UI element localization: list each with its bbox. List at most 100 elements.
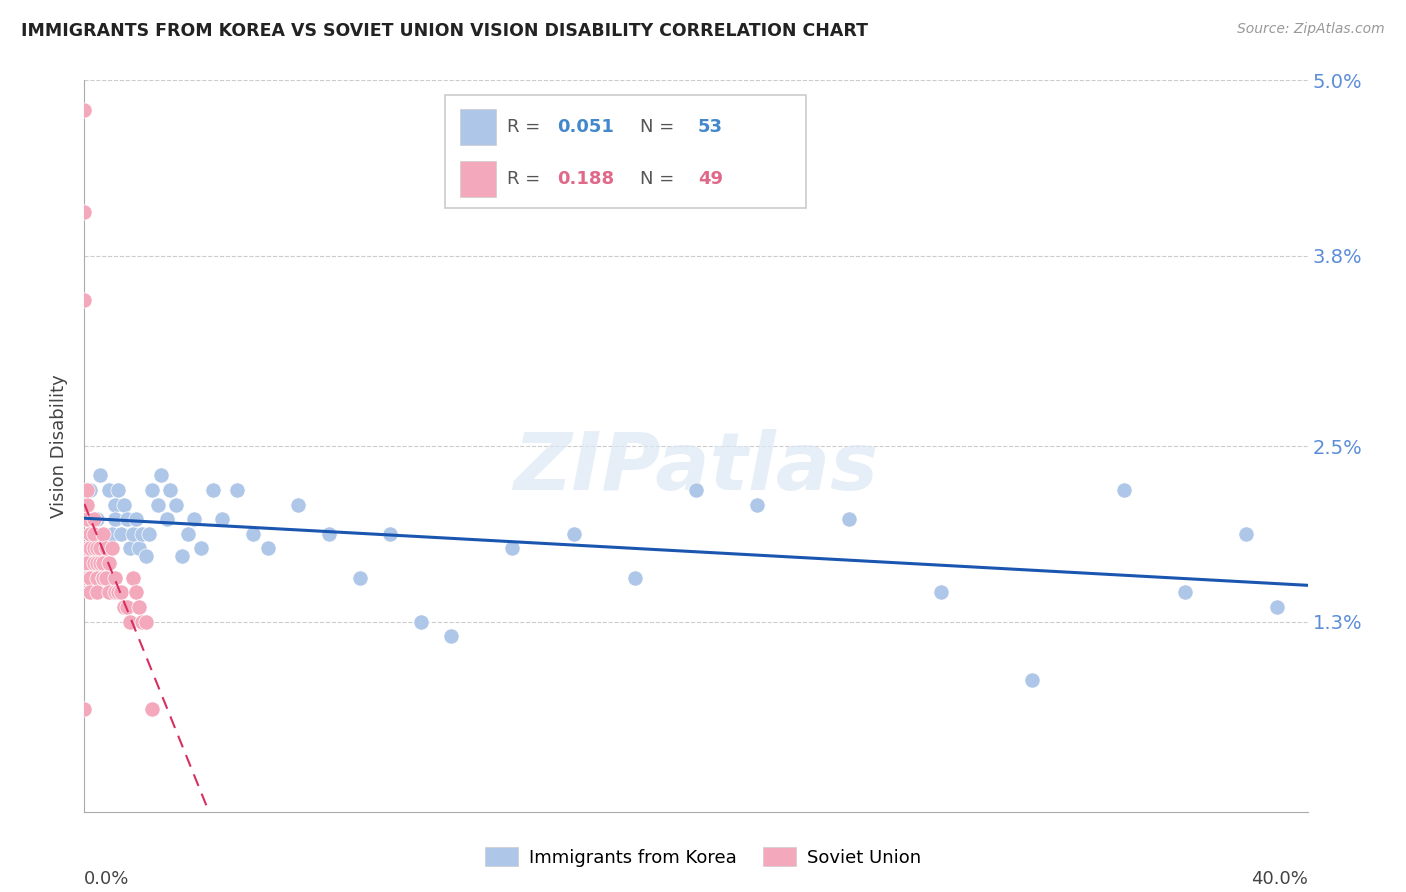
Point [211, 512, 233, 526]
Point [115, 599, 138, 614]
Point [112, 599, 135, 614]
Point [115, 512, 138, 526]
Point [156, 512, 179, 526]
Point [86, 556, 108, 570]
Point [94, 541, 117, 556]
Point [91, 571, 114, 585]
Point [138, 526, 160, 541]
Point [76, 556, 98, 570]
Point [1265, 599, 1288, 614]
Point [135, 615, 157, 629]
Point [104, 498, 127, 512]
Point [76, 512, 98, 526]
Text: IMMIGRANTS FROM KOREA VS SOVIET UNION VISION DISABILITY CORRELATION CHART: IMMIGRANTS FROM KOREA VS SOVIET UNION VI… [21, 22, 868, 40]
Point [929, 585, 952, 599]
Point [409, 615, 432, 629]
Text: 40.0%: 40.0% [1251, 871, 1308, 888]
Text: Source: ZipAtlas.com: Source: ZipAtlas.com [1237, 22, 1385, 37]
Point [122, 526, 145, 541]
Point [159, 483, 181, 497]
Point [101, 541, 124, 556]
Point [440, 629, 463, 643]
Point [83, 512, 105, 526]
Point [79, 571, 101, 585]
Point [79, 571, 101, 585]
Point [76, 571, 98, 585]
Point [86, 571, 108, 585]
Point [838, 512, 860, 526]
Text: 0.0%: 0.0% [84, 871, 129, 888]
Point [97, 483, 120, 497]
Point [141, 483, 163, 497]
Text: ZIPatlas: ZIPatlas [513, 429, 879, 507]
Point [76, 498, 98, 512]
Point [318, 526, 340, 541]
Point [83, 526, 105, 541]
Point [257, 541, 280, 556]
Point [128, 599, 150, 614]
Point [91, 526, 114, 541]
Point [112, 498, 135, 512]
Point [1236, 526, 1258, 541]
Point [79, 526, 101, 541]
Legend: Immigrants from Korea, Soviet Union: Immigrants from Korea, Soviet Union [478, 840, 928, 874]
Point [110, 526, 132, 541]
Point [76, 541, 98, 556]
Point [747, 498, 769, 512]
Point [101, 526, 124, 541]
Point [107, 483, 129, 497]
Point [1114, 483, 1136, 497]
Point [107, 585, 129, 599]
Point [79, 585, 101, 599]
Point [83, 541, 105, 556]
Point [73, 103, 96, 117]
Point [73, 293, 96, 307]
Point [97, 556, 120, 570]
Point [120, 541, 142, 556]
Point [79, 541, 101, 556]
Point [201, 483, 224, 497]
Point [86, 512, 108, 526]
Point [104, 512, 127, 526]
Point [125, 512, 148, 526]
Point [97, 585, 120, 599]
Point [73, 702, 96, 716]
Point [177, 526, 200, 541]
Point [91, 526, 114, 541]
Point [149, 468, 172, 483]
Point [73, 205, 96, 219]
Point [141, 702, 163, 716]
Point [135, 549, 157, 563]
Point [131, 615, 153, 629]
Point [131, 526, 153, 541]
Point [104, 585, 127, 599]
Point [380, 526, 402, 541]
Point [183, 512, 205, 526]
Point [172, 549, 194, 563]
Point [502, 541, 524, 556]
Point [242, 526, 264, 541]
Point [89, 541, 111, 556]
Point [349, 571, 371, 585]
Point [76, 571, 98, 585]
Point [91, 556, 114, 570]
Point [89, 468, 111, 483]
Point [226, 483, 249, 497]
Point [128, 541, 150, 556]
Point [91, 571, 114, 585]
Point [110, 585, 132, 599]
Point [94, 541, 117, 556]
Point [125, 585, 148, 599]
Point [1174, 585, 1197, 599]
Point [1021, 673, 1043, 687]
Point [165, 498, 187, 512]
Point [79, 585, 101, 599]
Point [624, 571, 647, 585]
Point [287, 498, 309, 512]
Point [83, 556, 105, 570]
Point [120, 615, 142, 629]
Point [562, 526, 585, 541]
Point [86, 541, 108, 556]
Point [76, 483, 98, 497]
Point [104, 571, 127, 585]
